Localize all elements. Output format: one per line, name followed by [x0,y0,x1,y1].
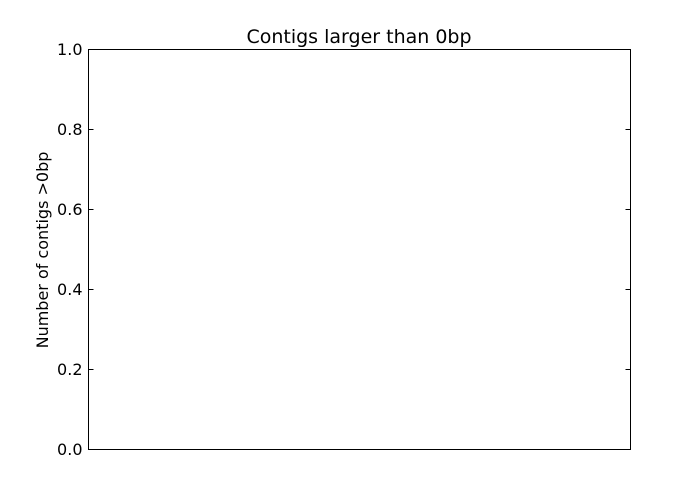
y-tick-label: 0.0 [57,440,82,459]
y-axis-label: Number of contigs >0bp [33,152,52,349]
plot-area [88,49,631,450]
y-tick-label: 0.4 [57,280,82,299]
y-axis-ticks: 0.0 0.2 0.4 0.6 0.8 1.0 [57,40,631,459]
y-tick-label: 1.0 [57,40,82,59]
y-tick-label: 0.2 [57,360,82,379]
y-tick-label: 0.6 [57,200,82,219]
chart-title: Contigs larger than 0bp [246,26,471,48]
y-tick-label: 0.8 [57,120,82,139]
